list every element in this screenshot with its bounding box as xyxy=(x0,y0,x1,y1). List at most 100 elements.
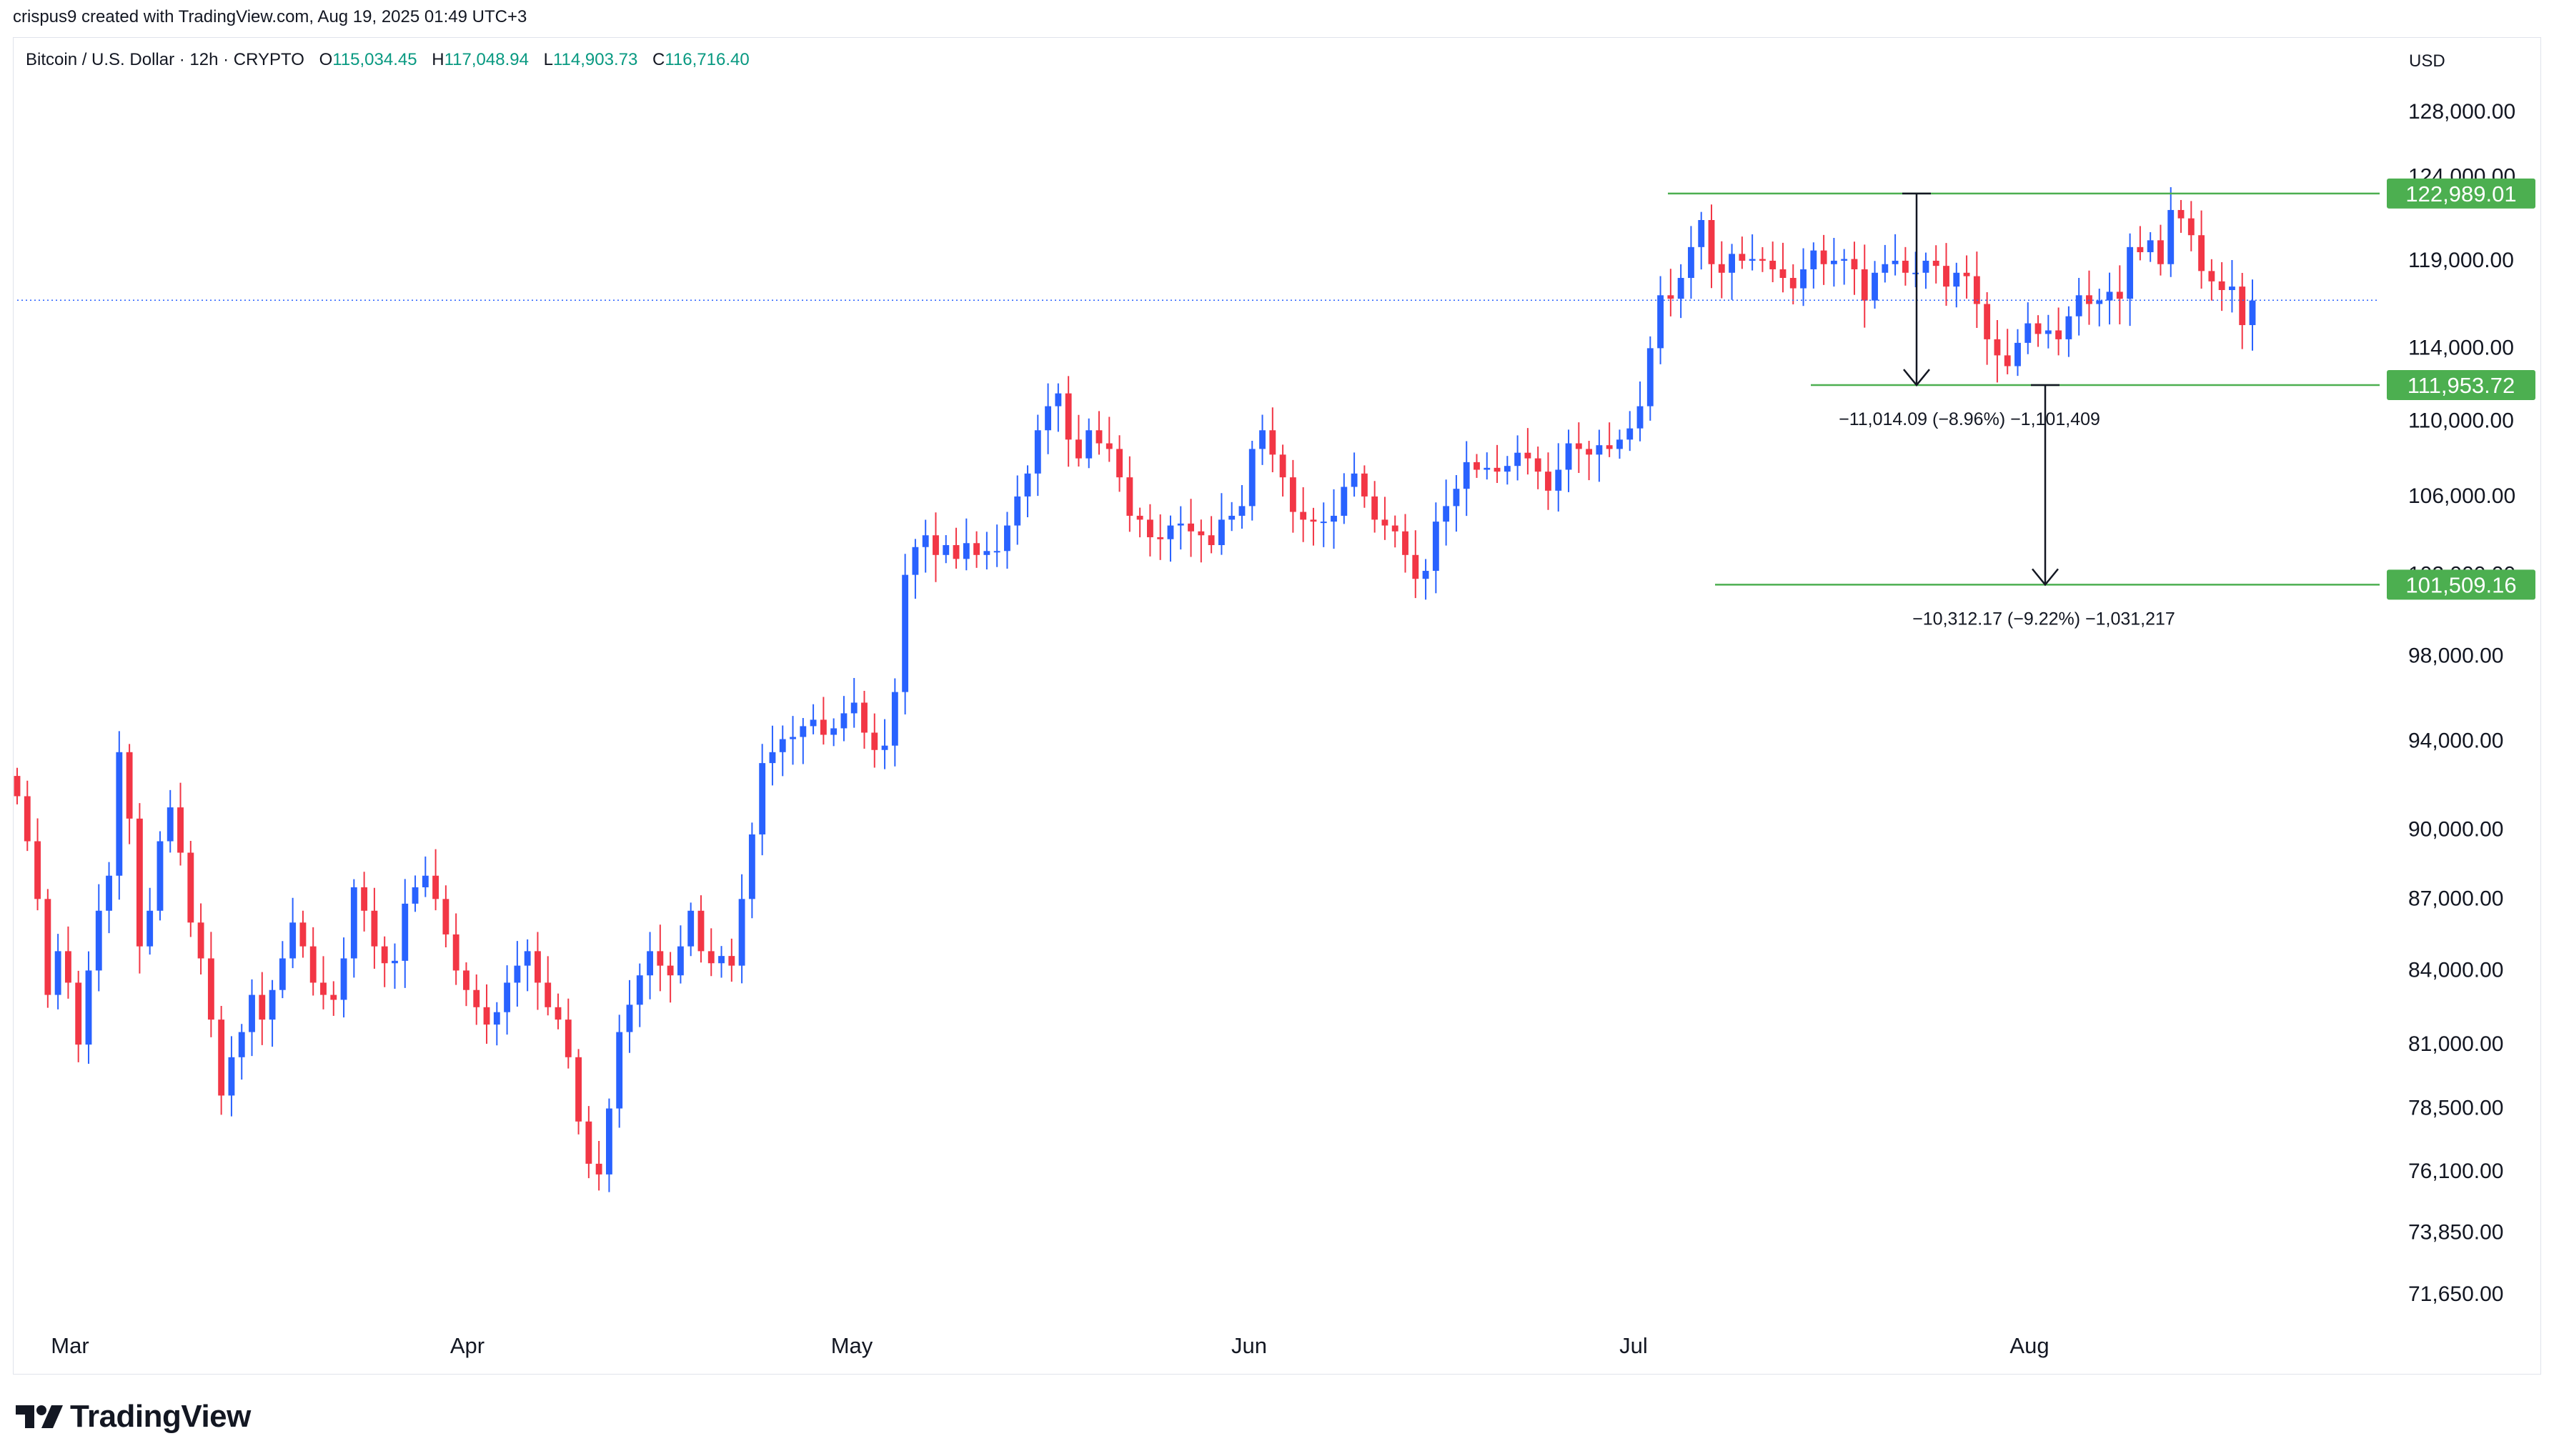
time-axis-tick: Apr xyxy=(450,1333,485,1358)
candle-body xyxy=(626,1004,633,1032)
candle-body xyxy=(2249,300,2256,326)
candle-body xyxy=(514,965,521,983)
tradingview-logo-icon xyxy=(16,1405,63,1428)
price-axis-tick: 78,500.00 xyxy=(2408,1097,2503,1120)
candle-body xyxy=(1331,515,1337,522)
candle-body xyxy=(902,574,909,692)
candle-body xyxy=(289,922,297,959)
open-value: 115,034.45 xyxy=(332,50,417,69)
candle-body xyxy=(483,1007,490,1025)
candle-body xyxy=(1606,445,1613,449)
candle-body xyxy=(1177,523,1184,526)
candle-body xyxy=(973,543,980,555)
candle-body xyxy=(1922,260,1929,273)
candle-body xyxy=(718,956,725,964)
candle-body xyxy=(1729,254,1735,273)
candle-body xyxy=(1586,449,1593,455)
candle-body xyxy=(2167,209,2175,264)
candle-body xyxy=(748,834,755,899)
candle-body xyxy=(524,951,531,966)
candle-body xyxy=(1238,506,1246,516)
candle-body xyxy=(933,535,939,555)
candle-body xyxy=(259,994,266,1020)
candle-body xyxy=(1371,496,1378,520)
open-label: O xyxy=(319,50,333,69)
candle-body xyxy=(891,692,898,746)
candle-body xyxy=(1259,430,1266,449)
candle-body xyxy=(1432,522,1439,572)
high-label: H xyxy=(432,50,444,69)
price-axis-tick: 128,000.00 xyxy=(2408,100,2515,124)
candle-body xyxy=(1912,272,1919,274)
candle-body xyxy=(2106,291,2113,301)
candle-body xyxy=(2044,330,2052,334)
close-value: 116,716.40 xyxy=(665,50,750,69)
candle-body xyxy=(392,960,398,964)
candle-body xyxy=(810,719,817,727)
candle-body xyxy=(943,544,950,555)
chart-frame xyxy=(13,37,2541,1375)
candle-body xyxy=(1575,443,1582,449)
candle-body xyxy=(330,994,337,1000)
candle-body xyxy=(565,1019,572,1057)
candle-body xyxy=(249,994,255,1032)
candle-body xyxy=(1963,272,1970,276)
price-axis-tick: 73,850.00 xyxy=(2408,1221,2503,1245)
candle-body xyxy=(299,922,307,947)
candle-body xyxy=(1228,515,1236,520)
candle-body xyxy=(1851,259,1858,269)
candle-body xyxy=(1677,278,1684,299)
candle-body xyxy=(320,982,327,995)
candle-body xyxy=(769,752,776,764)
candle-body xyxy=(575,1057,582,1122)
candle-body xyxy=(1534,458,1541,472)
candle-body xyxy=(728,956,735,966)
price-level-tag xyxy=(2387,178,2535,209)
candle-body xyxy=(34,841,41,899)
candle-body xyxy=(1749,259,1756,261)
candle-body xyxy=(1167,525,1174,539)
candle-body xyxy=(1126,477,1133,516)
tradingview-brand: TradingView xyxy=(16,1399,251,1435)
candle-body xyxy=(1474,462,1480,470)
candle-body xyxy=(493,1012,500,1025)
candle-body xyxy=(238,1032,245,1057)
candle-body xyxy=(350,887,357,959)
candle-body xyxy=(555,1007,562,1020)
candle-body xyxy=(535,951,541,983)
candle-body xyxy=(605,1108,612,1175)
price-level-label: 111,953.72 xyxy=(2408,373,2515,398)
candle-body xyxy=(1667,295,1674,299)
candle-body xyxy=(636,975,643,1005)
candle-body xyxy=(697,910,705,952)
candle-body xyxy=(1514,452,1521,467)
chart-credit: crispus9 created with TradingView.com, A… xyxy=(13,7,527,26)
candle-body xyxy=(983,551,990,555)
candle-body xyxy=(993,551,1000,553)
candle-body xyxy=(871,732,878,750)
candle-body xyxy=(1422,571,1429,579)
candle-body xyxy=(1289,477,1296,512)
candle-body xyxy=(1504,466,1511,472)
candle-body xyxy=(473,989,480,1007)
candle-body xyxy=(1412,554,1419,579)
candle-body xyxy=(963,543,970,559)
candle-body xyxy=(1739,254,1746,261)
candle-body xyxy=(1636,406,1644,429)
candle-body xyxy=(1555,469,1562,491)
price-level-tag xyxy=(2387,370,2535,401)
candle-body xyxy=(1351,473,1358,487)
candle-body xyxy=(1157,537,1164,539)
candle-body xyxy=(432,875,439,899)
candle-body xyxy=(1188,523,1194,532)
candle-body xyxy=(381,946,388,964)
price-axis-tick: 76,100.00 xyxy=(2408,1160,2503,1183)
candle-body xyxy=(1391,525,1398,532)
candle-body xyxy=(1708,219,1715,264)
candle-body xyxy=(442,899,449,934)
candle-body xyxy=(1269,430,1276,455)
candle-body xyxy=(1105,443,1113,449)
candle-body xyxy=(75,982,82,1045)
low-label: L xyxy=(543,50,553,69)
